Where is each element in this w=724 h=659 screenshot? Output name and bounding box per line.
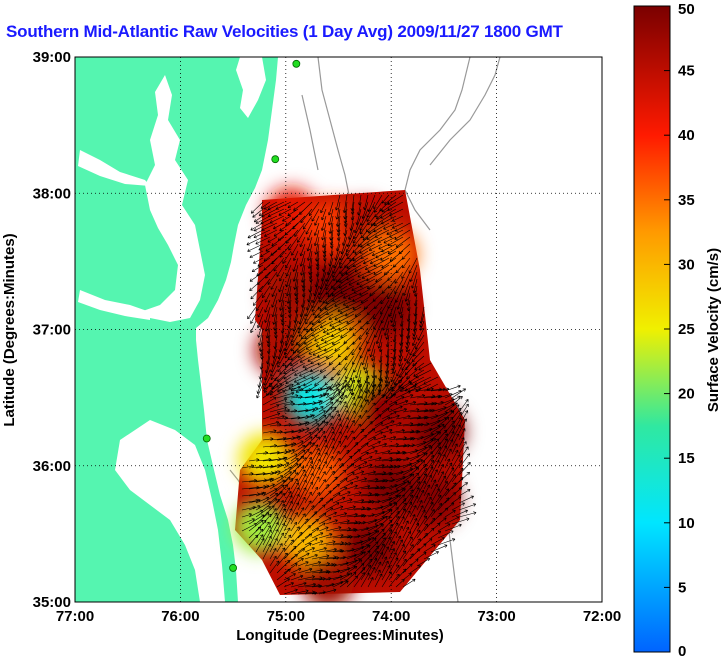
radar-station-marker bbox=[271, 155, 280, 164]
x-tick-label: 76:00 bbox=[161, 608, 199, 625]
x-tick-label: 74:00 bbox=[372, 608, 410, 625]
velocity-patch bbox=[359, 283, 412, 336]
velocity-patch bbox=[312, 262, 365, 315]
velocity-vectors bbox=[241, 194, 477, 595]
radar-station-marker bbox=[229, 564, 238, 572]
y-tick-label: 35:00 bbox=[33, 594, 71, 611]
plot-frame bbox=[74, 56, 603, 603]
x-tick-label: 77:00 bbox=[56, 608, 94, 625]
colorbar-tick-label: 20 bbox=[678, 386, 695, 403]
delaware-bay bbox=[236, 57, 266, 118]
colorbar-tick-label: 0 bbox=[678, 643, 686, 659]
y-tick-label: 38:00 bbox=[33, 185, 71, 202]
colorbar-tick-label: 35 bbox=[678, 192, 695, 209]
colorbar-tick-label: 10 bbox=[678, 515, 695, 532]
colorbar-label: Surface Velocity (cm/s) bbox=[705, 248, 722, 412]
colorbar-tick-label: 15 bbox=[678, 450, 695, 467]
y-tick-label: 37:00 bbox=[33, 322, 71, 339]
x-tick-label: 72:00 bbox=[583, 608, 621, 625]
colorbar-tick-label: 50 bbox=[678, 1, 695, 18]
vector-arrows bbox=[241, 194, 477, 595]
colorbar-tick-label: 45 bbox=[678, 63, 695, 80]
x-axis-label: Longitude (Degrees:Minutes) bbox=[236, 627, 444, 644]
grid-lines bbox=[75, 57, 602, 602]
velocity-patch bbox=[307, 317, 360, 370]
y-tick-label: 36:00 bbox=[33, 458, 71, 475]
james-river bbox=[78, 290, 150, 320]
map-title: Southern Mid-Atlantic Raw Velocities (1 … bbox=[6, 22, 563, 41]
radar-station-marker bbox=[202, 434, 211, 443]
potomac-river bbox=[78, 150, 150, 186]
colorbar-tick-label: 40 bbox=[678, 127, 695, 144]
x-tick-label: 73:00 bbox=[477, 608, 515, 625]
velocity-patch bbox=[265, 269, 318, 322]
colorbar-tick-label: 5 bbox=[678, 579, 686, 596]
y-axis-label: Latitude (Degrees:Minutes) bbox=[1, 233, 18, 426]
colorbar-tick-label: 30 bbox=[678, 256, 695, 273]
x-tick-label: 75:00 bbox=[267, 608, 305, 625]
chesapeake-bay bbox=[140, 75, 205, 322]
velocity-patch bbox=[280, 514, 333, 567]
pamlico-sound bbox=[115, 420, 225, 602]
radar-station-marker bbox=[292, 59, 301, 68]
y-tick-label: 39:00 bbox=[33, 49, 71, 66]
colorbar-tick-label: 25 bbox=[678, 321, 695, 338]
